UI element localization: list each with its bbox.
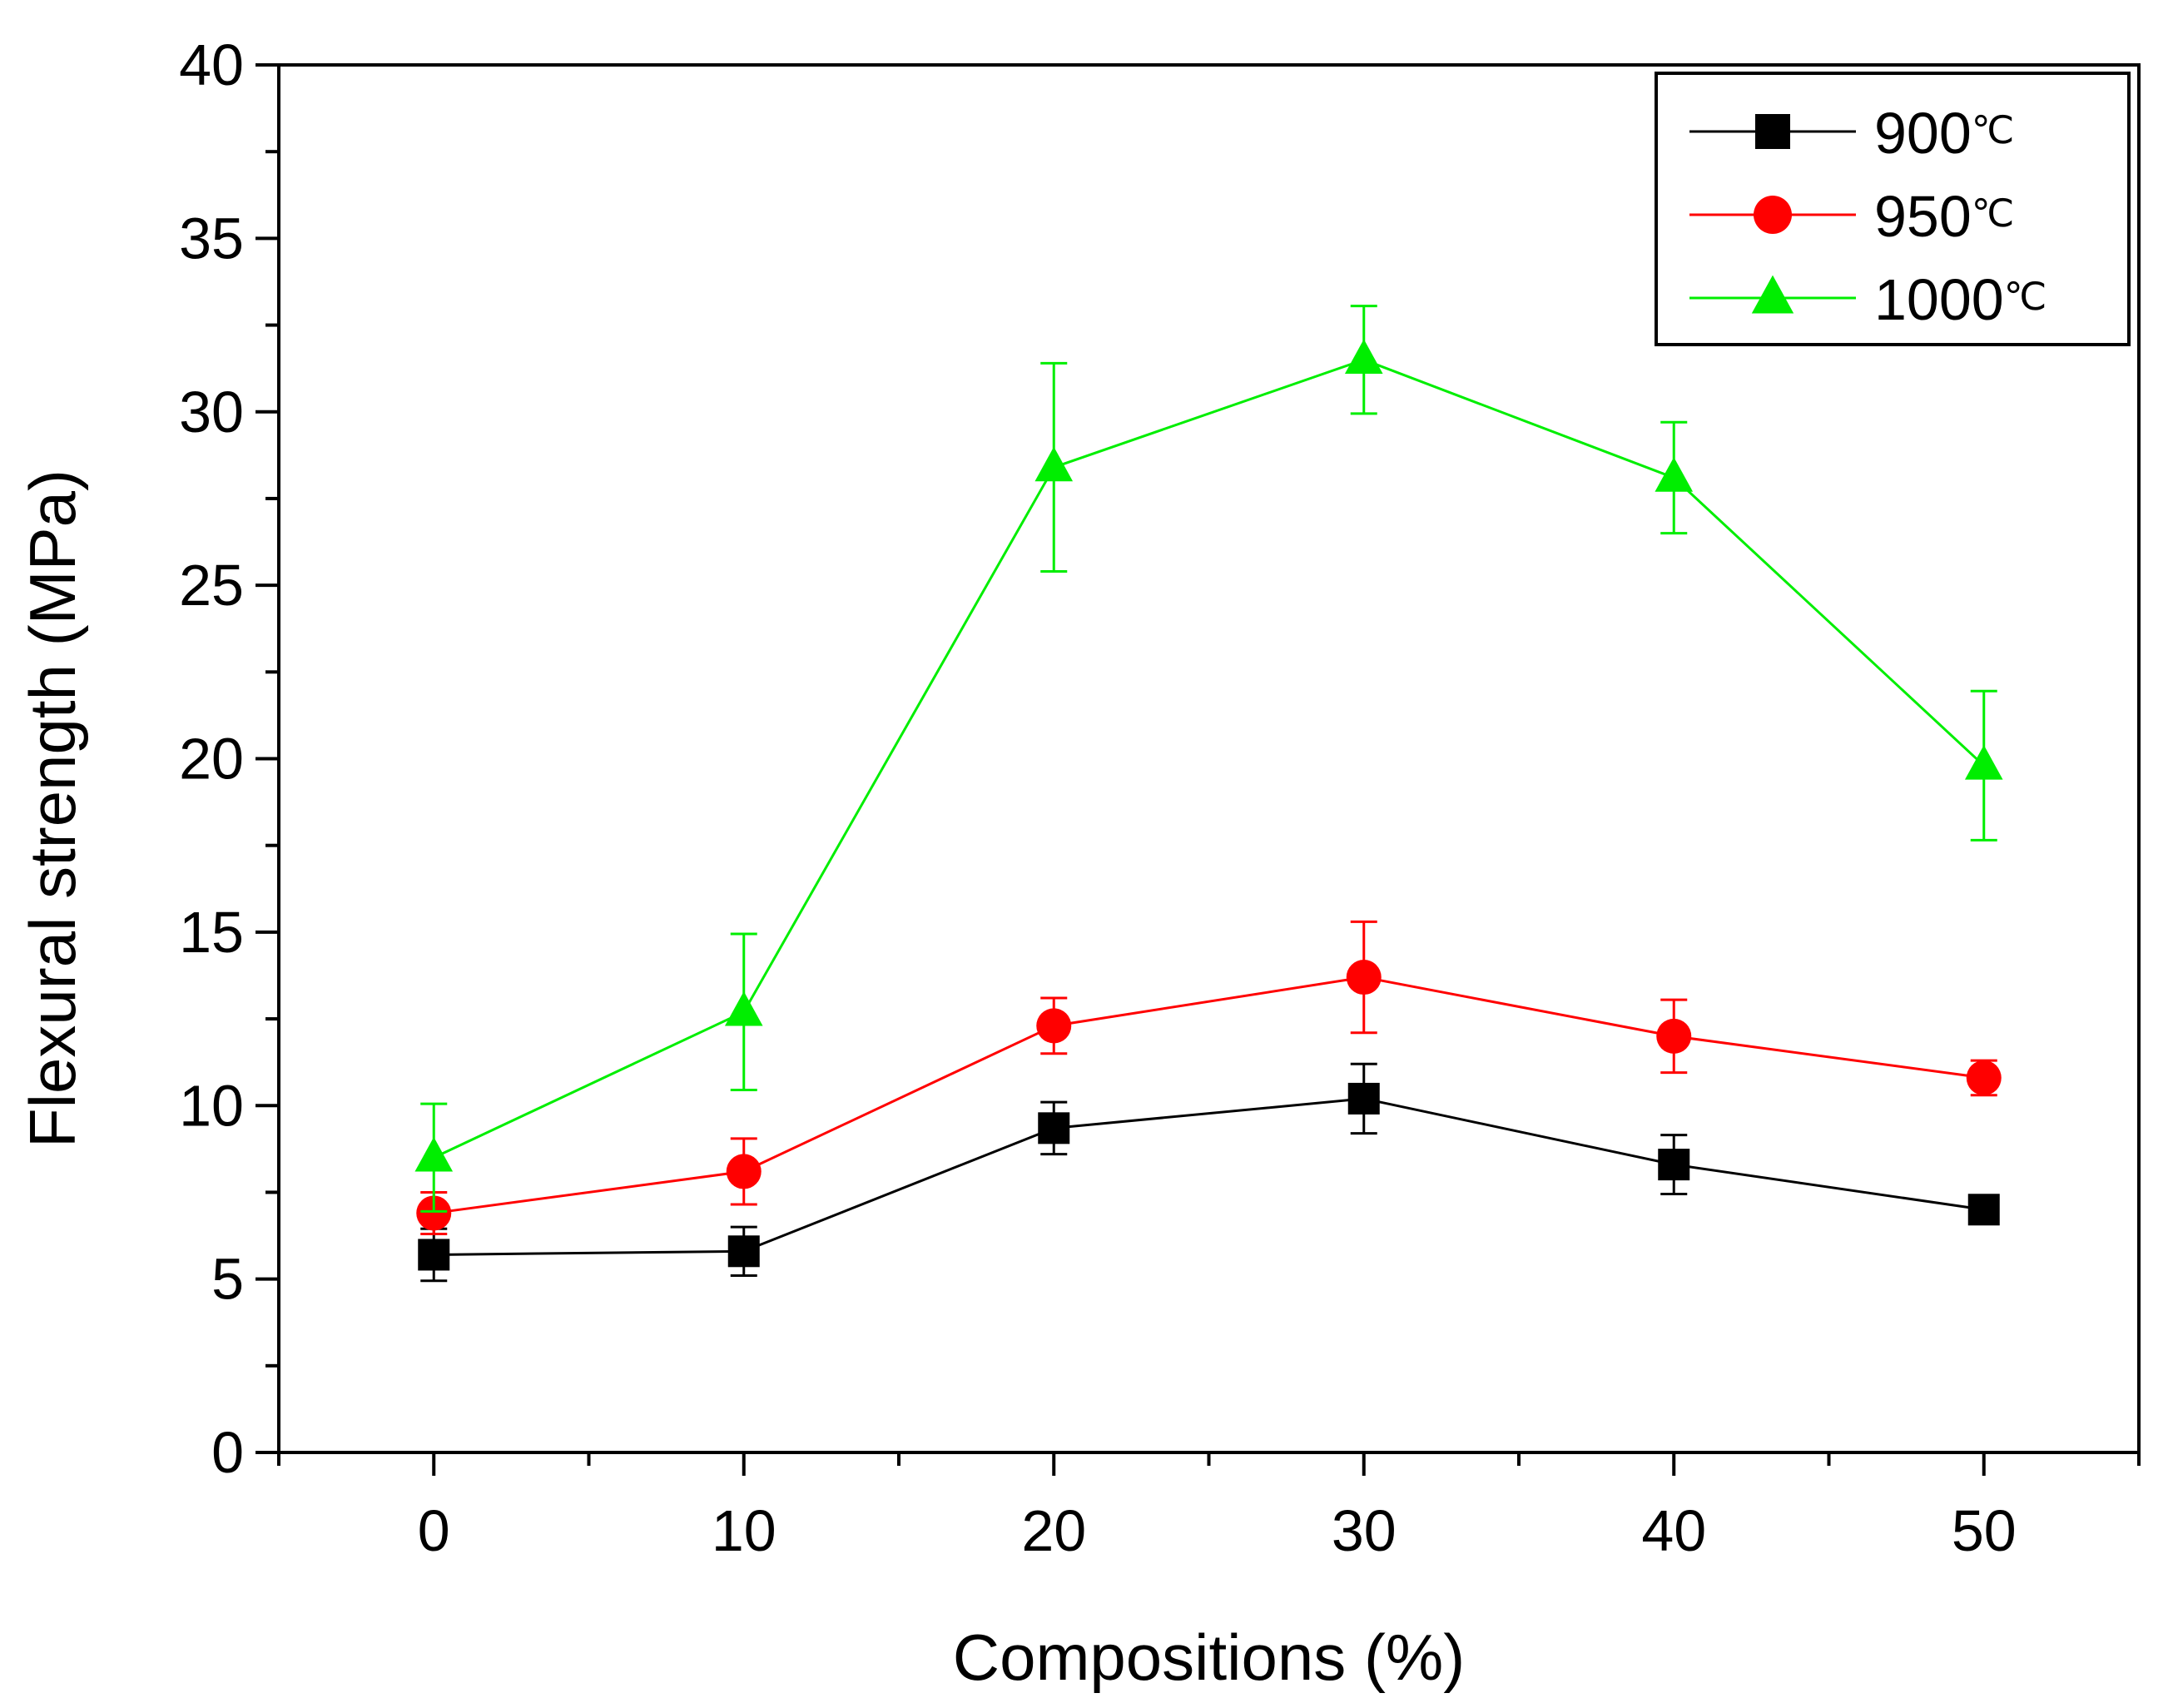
x-axis: 0 10 20 30 40 50 [277,1452,2141,1563]
data-point [1347,1082,1380,1115]
data-point [1966,1060,2002,1095]
y-tick-label: 0 [211,1420,244,1485]
data-point [1346,960,1382,996]
series-line [433,358,1985,1159]
y-tick-label: 35 [179,206,244,271]
y-tick-label: 30 [179,380,244,444]
data-point [416,1195,452,1231]
data-point [418,1239,450,1271]
data-point [726,1154,762,1189]
x-tick-label: 30 [1332,1498,1397,1563]
data-point [1655,457,1694,492]
legend-label: 950℃ [1874,184,2014,249]
series-1000 [414,305,2003,1213]
data-point [414,1137,454,1172]
y-tick-label: 25 [179,553,244,618]
legend-marker [1751,275,1794,314]
data-point [1344,339,1383,374]
x-axis-title: Compositions (%) [953,1621,1466,1694]
plot-area: 0 5 10 15 20 25 30 35 40 0 10 20 30 40 50 [179,32,2141,1563]
data-point [1967,1194,2000,1226]
data-point [1034,446,1074,482]
series-line [434,976,1984,1214]
data-point [1656,1018,1692,1054]
x-tick-label: 10 [712,1498,776,1563]
legend-marker [1754,196,1792,234]
x-tick-label: 0 [418,1498,450,1563]
data-point [727,1235,760,1268]
y-tick-label: 20 [179,727,244,792]
legend-item-900: 900℃ [1689,101,2014,166]
y-tick-label: 15 [179,900,244,965]
series-950 [416,920,2002,1235]
x-tick-label: 50 [1952,1498,2017,1563]
series-line [434,1097,1984,1256]
data-point [1964,745,2003,780]
data-point [724,991,763,1026]
y-axis-title: Flexural strength (MPa) [16,469,89,1148]
data-point [1658,1149,1690,1181]
y-axis: 0 5 10 15 20 25 30 35 40 [179,32,279,1485]
x-tick-label: 40 [1641,1498,1706,1563]
legend-item-950: 950℃ [1689,184,2014,249]
y-tick-label: 10 [179,1073,244,1138]
data-point [1036,1008,1072,1044]
legend-unit: ℃ [1972,108,2015,151]
series-900 [418,1062,2000,1283]
data-point [1038,1112,1070,1144]
series-layer [414,305,2003,1283]
legend-marker [1755,114,1790,149]
y-tick-label: 5 [211,1247,244,1312]
legend-box [1655,72,2131,346]
x-tick-label: 20 [1021,1498,1086,1563]
legend-unit: ℃ [2004,275,2047,318]
legend-unit: ℃ [1972,191,2015,235]
y-tick-label: 40 [179,32,244,97]
